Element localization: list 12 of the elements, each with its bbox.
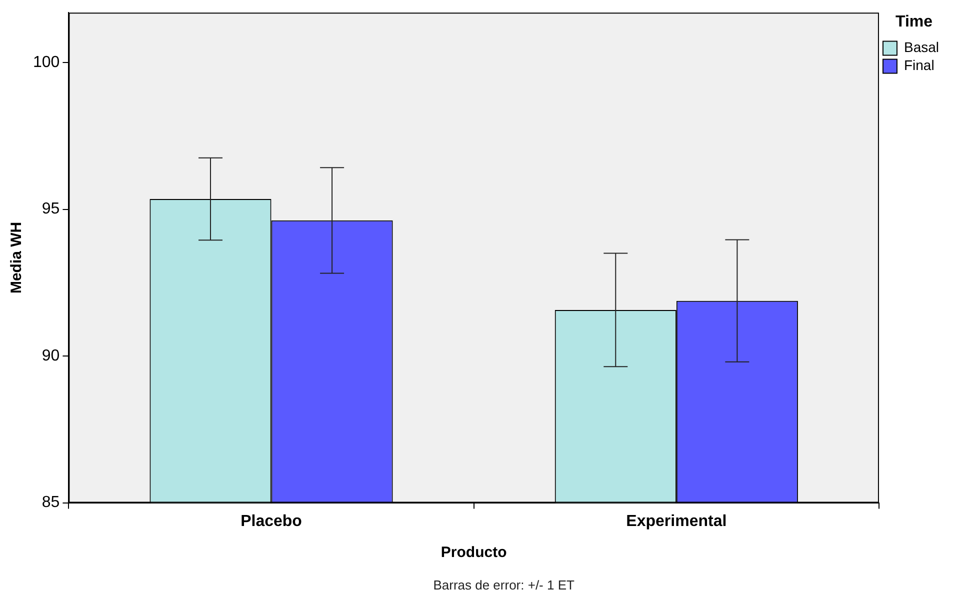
legend-label: Final [904, 57, 934, 74]
x-axis-title: Producto [440, 544, 507, 562]
y-axis-title: Media WH [8, 222, 26, 294]
text: Barras de error: +/- 1 ET [433, 578, 575, 593]
x-tick-label: Placebo [240, 512, 302, 530]
x-tick-label: Experimental [626, 512, 727, 530]
y-tick-label: 85 [42, 494, 60, 512]
y-tick-label: 100 [32, 54, 60, 71]
legend-label: Basal [904, 39, 940, 56]
y-tick-label: 90 [42, 347, 60, 364]
legend-title: Time [895, 13, 933, 30]
y-tick-label: 95 [42, 200, 60, 218]
